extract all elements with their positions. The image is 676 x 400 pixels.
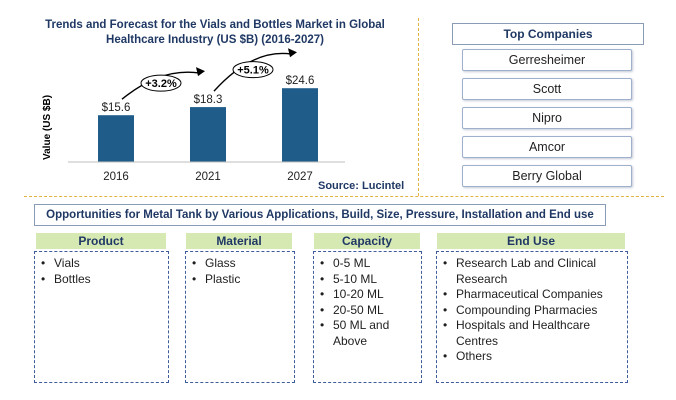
growth-annotation: +5.1% [213,48,297,92]
growth-badge [232,61,274,79]
list-item: 0-5 ML [320,256,417,272]
top-companies-header: Top Companies [452,23,644,45]
list-item: Plastic [192,272,290,288]
category-label: 2021 [195,171,221,183]
growth-label: +5.1% [237,65,269,77]
column-header-material: Material [186,233,292,249]
list-item: Others [443,349,623,365]
category-label: 2016 [103,171,129,183]
company-berry-global: Berry Global [462,165,632,187]
list-item: 10-20 ML [320,287,417,303]
list-item: 20-50 ML [320,303,417,319]
bar-chart: $15.6 2016 $18.3 2021 $24.6 2027 +3.2% +5.1% V… [42,48,345,183]
value-label: $24.6 [286,75,315,87]
growth-arrow [213,52,293,92]
value-label: $15.6 [102,102,131,114]
list-item: Pharmaceutical Companies [443,287,623,303]
opportunities-title: Opportunities for Metal Tank by Various … [34,204,606,226]
chart-title: Trends and Forecast for the Vials and Bo… [45,19,385,46]
column-header-capacity: Capacity [314,233,420,249]
horizontal-divider [24,196,664,197]
list-item: Vials [41,256,164,272]
column-header-end-use: End Use [437,233,625,249]
column-header-product: Product [36,233,166,249]
company-gerresheimer: Gerresheimer [462,49,632,71]
bar-2021 [190,107,226,162]
arrow-head [196,67,205,77]
arrow-head [288,48,297,58]
column-box-end-use: Research Lab and Clinical Research Pharm… [436,251,628,383]
value-label: $18.3 [194,94,223,106]
y-axis-label: Value (US $B) [42,95,53,160]
company-amcor: Amcor [462,136,632,158]
list-item: Glass [192,256,290,272]
category-label: 2027 [287,171,313,183]
list-item: Compounding Pharmacies [443,303,623,319]
vertical-divider [418,18,419,196]
bar-2027 [282,88,318,162]
column-box-capacity: 0-5 ML 5-10 ML 10-20 ML 20-50 ML 50 ML a… [313,251,422,383]
company-nipro: Nipro [462,107,632,129]
list-item: Research Lab and Clinical Research [443,256,623,287]
column-box-product: Vials Bottles [34,251,169,383]
list-item: Bottles [41,272,164,288]
list-item: Hospitals and Healthcare Centres [443,318,623,349]
list-item: 50 ML and Above [320,318,417,349]
list-item: 5-10 ML [320,272,417,288]
growth-label: +3.2% [145,78,177,90]
source-label: Source: Lucintel [318,180,405,192]
growth-badge [140,74,182,92]
growth-annotation: +3.2% [121,67,205,100]
column-box-material: Glass Plastic [185,251,295,383]
company-scott: Scott [462,78,632,100]
bar-2016 [98,115,134,162]
